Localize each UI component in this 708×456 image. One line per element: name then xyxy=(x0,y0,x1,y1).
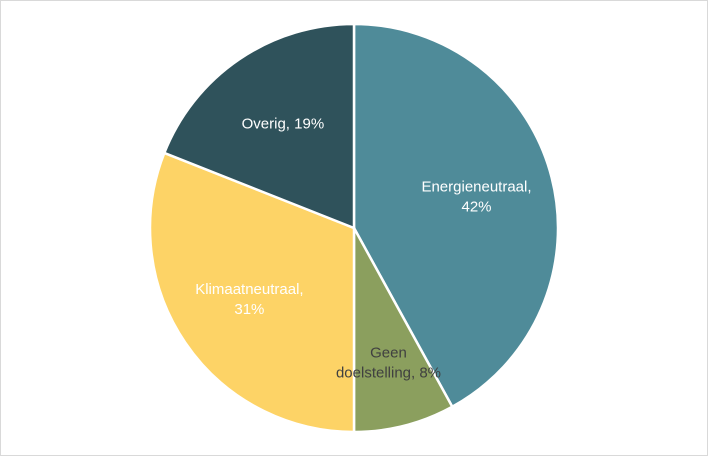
pie-label-overig: Overig, 19% xyxy=(242,115,325,132)
pie-slices xyxy=(148,22,560,434)
pie-slice-energieneutraal xyxy=(352,22,560,409)
pie-slice-geen-doelstelling xyxy=(352,227,454,434)
pie-label-energieneutraal: Energieneutraal, 42% xyxy=(421,179,531,216)
pie-label-geen-doelstelling: Geen doelstelling, 8% xyxy=(336,344,441,381)
pie-labels: Energieneutraal, 42% Geen doelstelling, 8% K… xyxy=(195,115,531,381)
pie-slice-overig xyxy=(162,22,356,230)
pie-label-klimaatneutraal: Klimaatneutraal, 31% xyxy=(195,281,303,318)
pie-slice-klimaatneutraal xyxy=(148,151,356,434)
